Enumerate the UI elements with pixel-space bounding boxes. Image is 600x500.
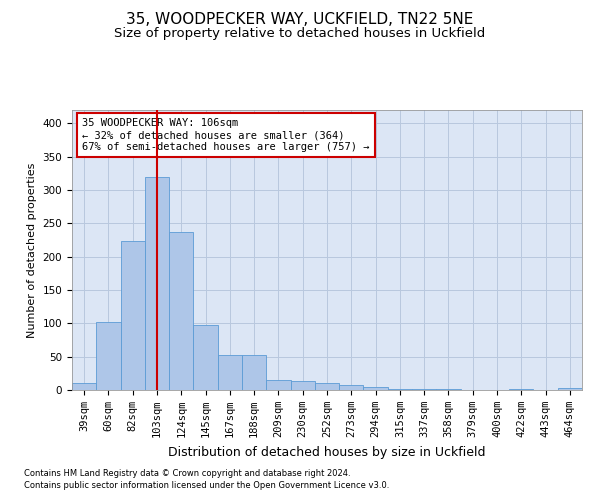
- Bar: [96, 322, 121, 390]
- Bar: [169, 232, 193, 390]
- Bar: [339, 386, 364, 390]
- Text: 35 WOODPECKER WAY: 106sqm
← 32% of detached houses are smaller (364)
67% of semi: 35 WOODPECKER WAY: 106sqm ← 32% of detac…: [82, 118, 370, 152]
- Text: Contains HM Land Registry data © Crown copyright and database right 2024.: Contains HM Land Registry data © Crown c…: [24, 468, 350, 477]
- Bar: [193, 326, 218, 390]
- Bar: [218, 354, 242, 390]
- Y-axis label: Number of detached properties: Number of detached properties: [27, 162, 37, 338]
- X-axis label: Distribution of detached houses by size in Uckfield: Distribution of detached houses by size …: [168, 446, 486, 458]
- Bar: [364, 388, 388, 390]
- Bar: [266, 380, 290, 390]
- Text: Size of property relative to detached houses in Uckfield: Size of property relative to detached ho…: [115, 28, 485, 40]
- Bar: [436, 388, 461, 390]
- Bar: [388, 388, 412, 390]
- Bar: [121, 240, 145, 390]
- Text: 35, WOODPECKER WAY, UCKFIELD, TN22 5NE: 35, WOODPECKER WAY, UCKFIELD, TN22 5NE: [127, 12, 473, 28]
- Bar: [509, 388, 533, 390]
- Bar: [558, 388, 582, 390]
- Bar: [72, 384, 96, 390]
- Text: Contains public sector information licensed under the Open Government Licence v3: Contains public sector information licen…: [24, 481, 389, 490]
- Bar: [145, 176, 169, 390]
- Bar: [242, 356, 266, 390]
- Bar: [315, 384, 339, 390]
- Bar: [290, 382, 315, 390]
